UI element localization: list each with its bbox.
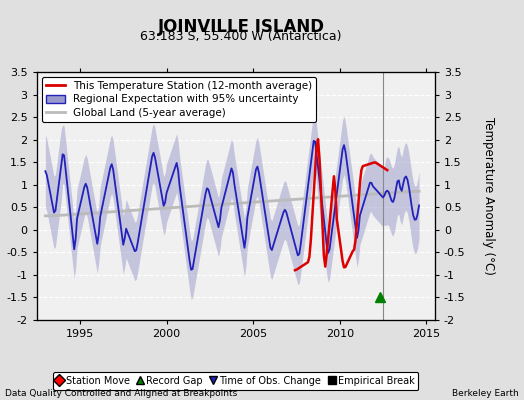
Text: 63.183 S, 55.400 W (Antarctica): 63.183 S, 55.400 W (Antarctica): [140, 30, 342, 43]
Text: Data Quality Controlled and Aligned at Breakpoints: Data Quality Controlled and Aligned at B…: [5, 389, 237, 398]
Legend: Station Move, Record Gap, Time of Obs. Change, Empirical Break: Station Move, Record Gap, Time of Obs. C…: [53, 372, 419, 390]
Text: JOINVILLE ISLAND: JOINVILLE ISLAND: [158, 18, 324, 36]
Y-axis label: Temperature Anomaly (°C): Temperature Anomaly (°C): [482, 117, 495, 275]
Text: Berkeley Earth: Berkeley Earth: [452, 389, 519, 398]
